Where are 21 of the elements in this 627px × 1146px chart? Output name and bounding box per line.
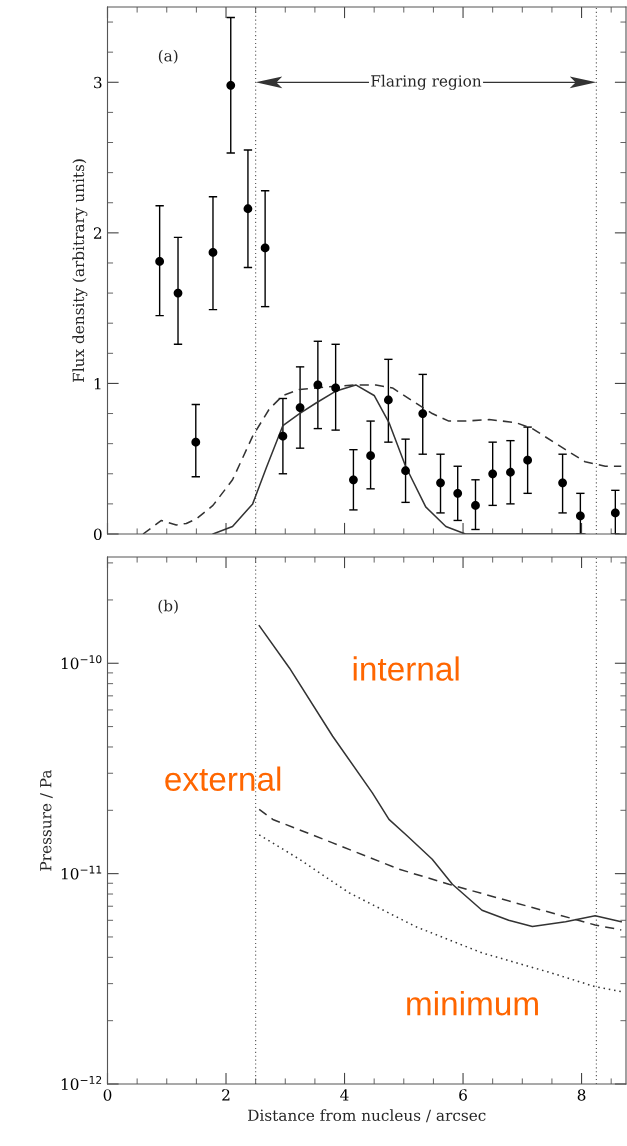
y-axis-title: Pressure / Pa [40,769,53,871]
annotation: (a) [158,49,178,64]
series-label: internal [353,656,459,681]
x-axis-title: Distance from nucleus / arcsec [248,1109,486,1123]
y-tick-label: 10$^{−10}$ [61,655,102,670]
series-label: minimum [407,990,538,1016]
y-tick-label: 10$^{−11}$ [61,865,102,880]
x-tick-label: 6 [459,1089,467,1101]
annotation: Flaring region [371,74,482,90]
y-tick-label: 2 [93,227,102,239]
y-axis-title: Flux density (arbitrary units) [72,159,88,383]
x-tick-label: 2 [222,1089,230,1101]
x-tick-label: 0 [103,1089,112,1101]
y-tick-label: 3 [94,76,102,89]
y-tick-label: 0 [93,528,102,541]
x-tick-label: 4 [340,1089,349,1101]
y-tick-label: 10$^{−12}$ [61,1075,102,1090]
x-tick-label: 8 [577,1089,586,1101]
series-label: external [165,766,281,791]
annotation: (b) [158,599,178,614]
y-tick-label: 1 [94,377,101,390]
